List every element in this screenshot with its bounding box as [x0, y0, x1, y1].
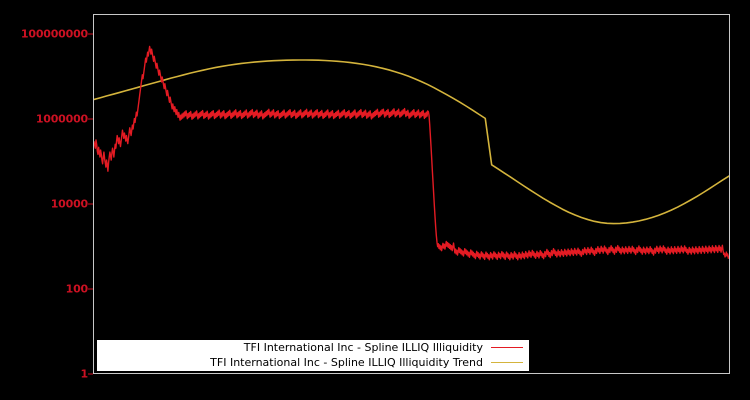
- y-axis-tick-mark: [88, 118, 93, 120]
- legend-entry-illiquidity-trend[interactable]: TFI International Inc - Spline ILLIQ Ill…: [97, 355, 529, 370]
- legend-label-illiquidity-trend: TFI International Inc - Spline ILLIQ Ill…: [210, 356, 483, 369]
- trend-line-series: [94, 60, 729, 224]
- y-axis-tick-label: 1: [80, 367, 89, 381]
- y-axis-tick-label: 100000000: [20, 27, 88, 41]
- y-axis-tick-label: 100: [65, 282, 89, 296]
- chart-legend: TFI International Inc - Spline ILLIQ Ill…: [97, 340, 529, 371]
- y-axis-tick-mark: [88, 33, 93, 35]
- y-axis-tick-label: 10000: [50, 197, 88, 211]
- legend-swatch-trend-icon: [491, 362, 523, 363]
- plot-area: [93, 14, 730, 374]
- chart-canvas: [94, 15, 729, 373]
- y-axis-tick-mark: [88, 373, 93, 375]
- y-axis-tick-labels: 100000000 1000000 10000 100 1: [0, 0, 93, 400]
- legend-label-illiquidity: TFI International Inc - Spline ILLIQ Ill…: [243, 341, 483, 354]
- illiquidity-line-series: [94, 46, 729, 259]
- y-axis-tick-mark: [88, 203, 93, 205]
- y-axis-tick-label: 1000000: [35, 112, 88, 126]
- legend-entry-illiquidity[interactable]: TFI International Inc - Spline ILLIQ Ill…: [97, 340, 529, 355]
- y-axis-tick-mark: [88, 288, 93, 290]
- legend-swatch-illiquidity-icon: [491, 347, 523, 348]
